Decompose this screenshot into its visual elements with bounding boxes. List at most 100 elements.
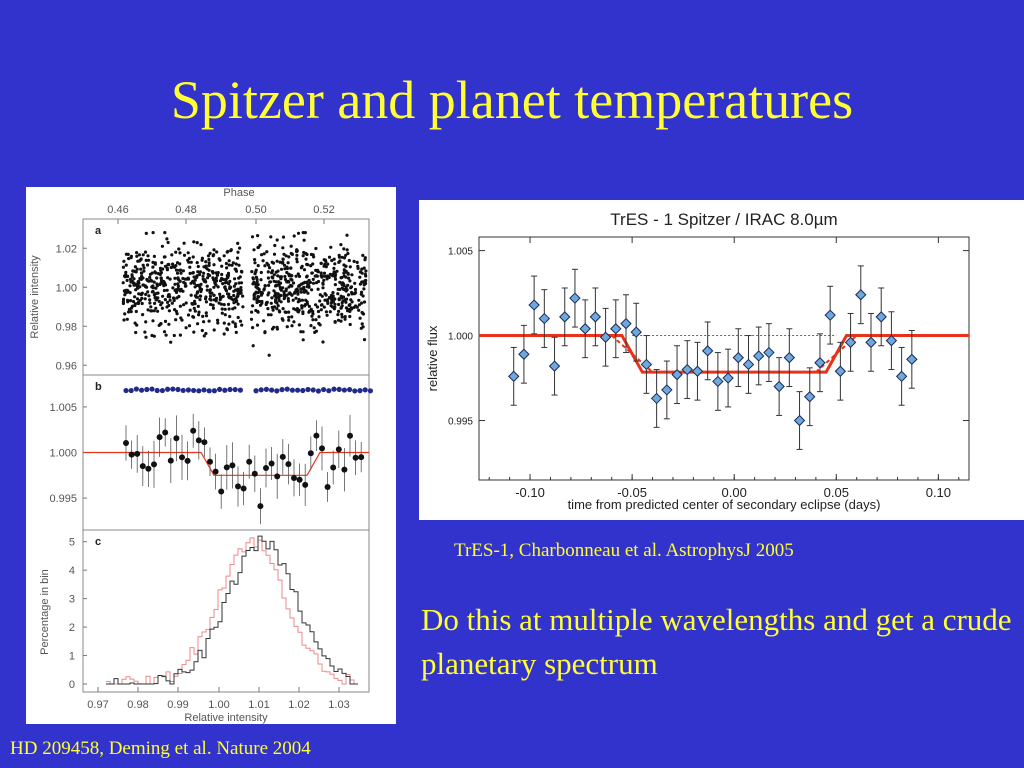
data-point bbox=[712, 375, 724, 388]
panel-frame bbox=[82, 529, 370, 693]
panel-a-point bbox=[275, 327, 279, 331]
panel-a-point bbox=[235, 295, 239, 299]
x-tick-label: 0.00 bbox=[722, 485, 747, 500]
panel-a-point bbox=[299, 290, 303, 294]
data-point bbox=[671, 368, 683, 381]
panel-a-point bbox=[301, 310, 305, 314]
data-point bbox=[661, 384, 673, 396]
panel-a-point bbox=[255, 277, 259, 281]
phase-axis-label: Phase bbox=[223, 187, 254, 199]
panel-b-point bbox=[279, 453, 286, 460]
panel-a-tick-label: 1.00 bbox=[56, 282, 77, 294]
data-point bbox=[559, 311, 571, 323]
panel-a-point bbox=[199, 282, 203, 286]
panel-a-point bbox=[150, 309, 154, 313]
panel-a-point bbox=[358, 316, 362, 320]
panel-a-point bbox=[133, 321, 137, 325]
panel-c-x-tick-label: 0.99 bbox=[167, 699, 188, 711]
panel-a-point bbox=[318, 293, 322, 297]
panel-a-point bbox=[282, 252, 286, 256]
panel-a-point bbox=[347, 276, 351, 280]
panel-a-point bbox=[139, 258, 143, 262]
panel-a-point bbox=[187, 324, 192, 328]
panel-a-point bbox=[212, 248, 216, 252]
panel-a-point bbox=[164, 333, 168, 337]
panel-a-point bbox=[192, 275, 196, 279]
panel-a-point bbox=[262, 252, 266, 256]
panel-a-point bbox=[297, 308, 301, 312]
panel-a-point bbox=[321, 286, 325, 290]
panel-a-point bbox=[218, 258, 222, 262]
chart-title: TrES - 1 Spitzer / IRAC 8.0µm bbox=[610, 210, 837, 229]
panel-a-point bbox=[322, 258, 326, 262]
panel-a-point bbox=[278, 275, 282, 279]
panel-a-point bbox=[302, 268, 307, 272]
panel-a-point bbox=[322, 264, 326, 268]
panel-a-point bbox=[291, 298, 295, 302]
panel-b-point bbox=[257, 503, 264, 510]
panel-a-point bbox=[144, 231, 148, 235]
panel-a-point bbox=[251, 344, 255, 348]
panel-a-point bbox=[317, 315, 321, 319]
panel-a-point bbox=[284, 289, 288, 293]
panel-a-point bbox=[279, 293, 283, 298]
panel-a-point bbox=[357, 303, 361, 307]
panel-a-point bbox=[236, 302, 240, 306]
panel-a-point bbox=[337, 309, 341, 313]
panel-a-point bbox=[360, 322, 364, 326]
panel-b-point bbox=[296, 476, 303, 483]
panel-a-point bbox=[187, 256, 191, 260]
data-point bbox=[824, 309, 836, 321]
panel-a-point bbox=[355, 305, 359, 309]
panel-a-point bbox=[300, 306, 304, 310]
panel-a-point bbox=[122, 289, 126, 293]
panel-b-blue-point bbox=[284, 386, 290, 392]
panel-a-point bbox=[331, 274, 335, 278]
panel-a-point bbox=[363, 256, 367, 260]
panel-b-blue-point bbox=[263, 386, 269, 392]
panel-a-point bbox=[311, 309, 315, 314]
panel-a-point bbox=[230, 263, 234, 267]
panel-a-point bbox=[169, 265, 173, 270]
panel-a-point bbox=[348, 322, 352, 327]
panel-a-point bbox=[352, 305, 356, 310]
panel-a-point bbox=[276, 292, 280, 296]
panel-a-point bbox=[175, 288, 179, 292]
panel-a-point bbox=[234, 324, 238, 329]
panel-a-point bbox=[203, 297, 208, 301]
panel-a-point bbox=[211, 303, 215, 307]
data-point bbox=[569, 292, 581, 304]
panel-a-point bbox=[213, 278, 217, 282]
panel-a-point bbox=[191, 279, 195, 283]
data-point bbox=[701, 345, 714, 357]
panel-a-point bbox=[268, 280, 272, 284]
panel-a-point bbox=[207, 268, 211, 272]
panel-a-point bbox=[153, 270, 157, 274]
x-tick-label: 0.10 bbox=[926, 485, 951, 500]
panel-a-point bbox=[266, 270, 270, 274]
panel-a-point bbox=[186, 251, 190, 255]
panel-a-point bbox=[343, 317, 347, 321]
panel-a-point bbox=[264, 302, 268, 307]
panel-a-point bbox=[271, 308, 275, 312]
panel-a-point bbox=[220, 272, 224, 277]
panel-a-point bbox=[276, 269, 280, 273]
panel-a-tick-label: 0.98 bbox=[56, 321, 77, 333]
panel-a-point bbox=[305, 281, 309, 285]
panel-c-tick-label: 4 bbox=[69, 565, 75, 577]
panel-a-point bbox=[129, 299, 133, 303]
data-point bbox=[763, 346, 775, 359]
panel-a-point bbox=[238, 319, 243, 323]
panel-a-point bbox=[286, 261, 290, 265]
panel-a-point bbox=[295, 260, 299, 264]
panel-a-point bbox=[235, 256, 240, 260]
panel-a-point bbox=[153, 292, 157, 296]
panel-a-point bbox=[282, 297, 286, 301]
panel-a-point bbox=[285, 325, 289, 329]
panel-a-point bbox=[151, 289, 155, 294]
panel-a-point bbox=[191, 302, 195, 306]
panel-a-point bbox=[332, 257, 336, 261]
panel-a-point bbox=[333, 283, 337, 287]
panel-a-point bbox=[207, 261, 211, 265]
panel-b-point bbox=[190, 427, 197, 434]
